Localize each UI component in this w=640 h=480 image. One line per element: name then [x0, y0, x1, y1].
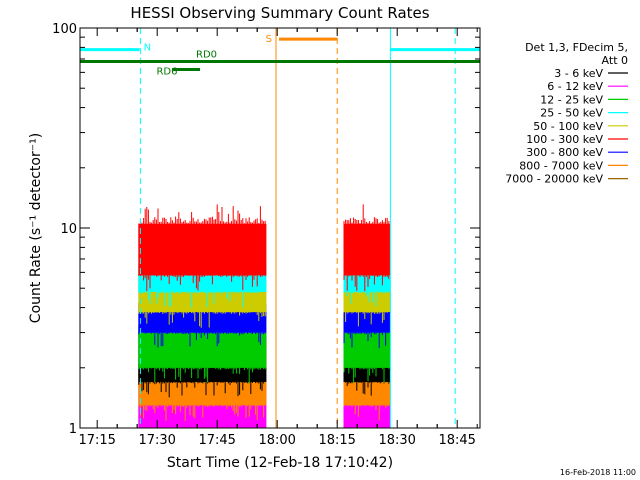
- overlay-layer: RD6 RD0 N S: [80, 28, 480, 428]
- y-tick-label: 10: [60, 222, 77, 237]
- saa-label: S: [266, 34, 272, 45]
- footer-timestamp: 16-Feb-2018 11:00: [560, 468, 636, 477]
- legend-entry-label: 6 - 12 keV: [547, 80, 603, 93]
- rd6-label: RD6: [156, 67, 177, 78]
- y-tick-label: 100: [52, 22, 77, 37]
- legend-entry-label: 25 - 50 keV: [540, 107, 603, 120]
- night-label: N: [144, 43, 151, 54]
- legend-entry-label: 800 - 7000 keV: [519, 159, 603, 172]
- data-layer: [138, 204, 391, 428]
- x-tick-label: 18:15: [318, 433, 355, 448]
- x-tick-label: 17:45: [198, 433, 235, 448]
- legend-entry-label: 12 - 25 keV: [540, 93, 603, 106]
- legend-entry-label: 3 - 6 keV: [554, 67, 603, 80]
- rd0-label: RD0: [196, 49, 217, 60]
- chart-title: HESSI Observing Summary Count Rates: [130, 4, 429, 22]
- y-tick-label: 1: [69, 422, 77, 437]
- x-tick-label: 18:00: [258, 433, 295, 448]
- x-axis-label: Start Time (12-Feb-18 17:10:42): [167, 455, 393, 471]
- legend-header-line-2: Att 0: [602, 54, 628, 67]
- series-100-300-kev: [138, 204, 391, 292]
- legend-entry-label: 7000 - 20000 keV: [505, 173, 603, 186]
- series-band: [344, 223, 391, 276]
- axis-layer: 17:15 17:30 17:45 18:00 18:15 18:30 18:45 1 10 10…: [52, 22, 480, 448]
- y-axis-label: Count Rate (s⁻¹ detector⁻¹): [28, 133, 44, 323]
- x-tick-label: 17:30: [138, 433, 175, 448]
- series-band: [344, 332, 391, 368]
- legend-entry-label: 50 - 100 keV: [533, 120, 603, 133]
- legend-entry-label: 100 - 300 keV: [526, 133, 603, 146]
- legend-header-line-1: Det 1,3, FDecim 5,: [525, 41, 628, 54]
- x-tick-label: 17:15: [78, 433, 115, 448]
- x-tick-label: 18:45: [438, 433, 475, 448]
- x-tick-label: 18:30: [378, 433, 415, 448]
- legend-entry-label: 300 - 800 keV: [526, 146, 603, 159]
